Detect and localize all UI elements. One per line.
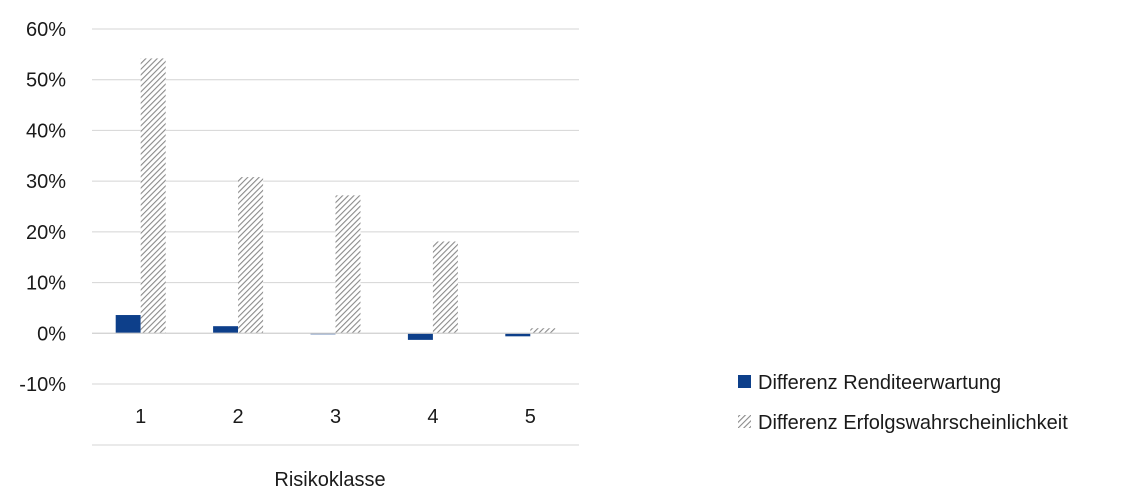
legend-label: Differenz Erfolgswahrscheinlichkeit	[758, 412, 1068, 434]
bar-renditeerwartung	[115, 315, 141, 334]
y-tick-label: 40%	[26, 120, 66, 142]
y-tick-label: -10%	[19, 374, 66, 396]
bar-erfolgswahrscheinlichkeit	[432, 241, 458, 334]
x-axis-title: Risikoklasse	[274, 469, 385, 488]
x-tick-label: 5	[525, 406, 536, 428]
legend: Differenz Renditeerwartung Differenz Erfo…	[738, 372, 1068, 434]
bars	[115, 58, 556, 340]
x-tick-label: 2	[233, 406, 244, 428]
y-tick-label: 60%	[26, 19, 66, 41]
y-tick-label: 20%	[26, 222, 66, 244]
legend-label: Differenz Renditeerwartung	[758, 372, 1001, 394]
bar-renditeerwartung	[213, 326, 239, 334]
y-tick-label: 10%	[26, 273, 66, 295]
legend-swatch-renditeerwartung	[738, 375, 751, 388]
bar-erfolgswahrscheinlichkeit	[530, 328, 556, 334]
y-tick-label: 0%	[37, 323, 66, 345]
x-tick-label: 4	[427, 406, 438, 428]
bar-erfolgswahrscheinlichkeit	[335, 195, 361, 334]
bar-erfolgswahrscheinlichkeit	[238, 177, 264, 334]
y-tick-label: 50%	[26, 70, 66, 92]
bar-renditeerwartung	[505, 333, 531, 337]
bar-erfolgswahrscheinlichkeit	[140, 58, 166, 334]
x-axis-tick-labels: 1 2 3 4 5	[135, 406, 536, 428]
y-tick-label: 30%	[26, 171, 66, 193]
bar-renditeerwartung	[407, 333, 433, 340]
legend-swatch-erfolgswahrscheinlichkeit	[738, 415, 751, 428]
x-tick-label: 1	[135, 406, 146, 428]
y-axis-tick-labels: -10% 0% 10% 20% 30% 40% 50% 60%	[19, 19, 66, 396]
x-tick-label: 3	[330, 406, 341, 428]
